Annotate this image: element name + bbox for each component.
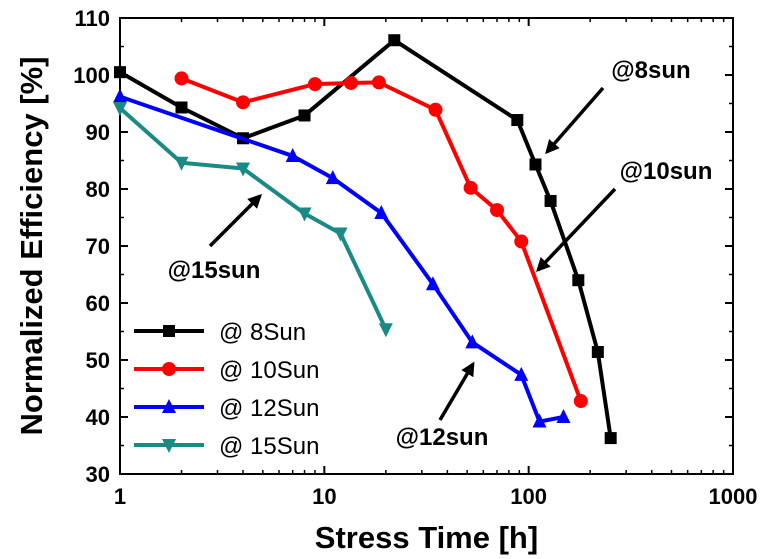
- series-0: [114, 34, 617, 445]
- data-point: [529, 158, 542, 171]
- y-tick-label: 70: [86, 234, 110, 259]
- data-point: [490, 203, 505, 218]
- data-point: [573, 394, 588, 409]
- annotation-label: @8sun: [611, 57, 690, 84]
- x-tick-label: 10: [312, 484, 336, 509]
- legend: @ 8Sun @ 10Sun @ 12Sun @ 15Sun: [134, 319, 319, 460]
- y-tick-label: 50: [86, 348, 110, 373]
- legend-marker: [162, 399, 176, 413]
- x-tick-label: 1000: [709, 484, 758, 509]
- data-point: [463, 180, 478, 195]
- legend-label: @ 15Sun: [219, 433, 319, 460]
- series-line: [119, 38, 613, 439]
- annotation-label: @15sun: [168, 257, 261, 284]
- y-tick-label: 80: [86, 177, 110, 202]
- data-point: [297, 207, 312, 222]
- data-point: [298, 109, 311, 122]
- data-point: [325, 170, 340, 185]
- x-axis-title: Stress Time [h]: [315, 520, 538, 555]
- data-point: [113, 102, 127, 117]
- y-tick-label: 30: [86, 462, 110, 487]
- legend-label: @ 10Sun: [219, 357, 319, 384]
- data-point: [572, 274, 585, 287]
- data-point: [425, 276, 440, 291]
- data-point: [285, 147, 300, 162]
- x-tick-label: 100: [510, 484, 547, 509]
- legend-marker: [162, 439, 176, 453]
- data-point: [378, 323, 393, 338]
- data-point: [374, 204, 389, 219]
- annotation-label: @10sun: [620, 158, 713, 185]
- data-point: [307, 77, 322, 92]
- series-3: [113, 102, 393, 338]
- series-line: [180, 76, 583, 402]
- series-1: [174, 71, 588, 409]
- annotation-arrow: [536, 187, 617, 273]
- y-tick-label: 60: [86, 291, 110, 316]
- data-point: [511, 114, 524, 127]
- data-point: [236, 162, 251, 177]
- legend-marker: [163, 325, 175, 337]
- plot-series: [113, 34, 617, 445]
- annotation-label: @12sun: [396, 424, 489, 451]
- annotation-arrow: [438, 361, 475, 421]
- data-point: [343, 75, 358, 90]
- data-point: [428, 102, 443, 117]
- data-point: [333, 227, 348, 242]
- y-tick-label: 100: [73, 63, 110, 88]
- data-point: [544, 194, 557, 207]
- series-line: [118, 106, 388, 331]
- legend-marker: [162, 362, 176, 376]
- data-point: [604, 432, 617, 445]
- data-point: [174, 156, 189, 171]
- annotation-arrow: [208, 194, 262, 248]
- data-point: [113, 88, 127, 103]
- data-point: [114, 66, 126, 79]
- data-point: [465, 334, 480, 349]
- data-point: [532, 413, 547, 428]
- y-axis-title: Normalized Efficiency [%]: [14, 57, 49, 436]
- data-point: [174, 71, 189, 86]
- legend-label: @ 8Sun: [219, 319, 306, 346]
- data-point: [388, 34, 401, 47]
- y-tick-label: 40: [86, 405, 110, 430]
- y-tick-label: 90: [86, 120, 110, 145]
- data-point: [236, 95, 251, 110]
- data-point: [514, 366, 529, 381]
- x-tick-label: 1: [114, 484, 126, 509]
- annotation-arrow: [545, 86, 605, 155]
- data-point: [591, 346, 604, 359]
- legend-label: @ 12Sun: [219, 395, 319, 422]
- data-point: [175, 101, 188, 114]
- annotations: @8sun @10sun @15sun @12sun: [168, 57, 713, 451]
- data-point: [556, 409, 571, 423]
- series-2: [113, 88, 571, 428]
- y-tick-label: 110: [75, 6, 111, 31]
- data-point: [514, 234, 529, 249]
- data-point: [371, 75, 386, 90]
